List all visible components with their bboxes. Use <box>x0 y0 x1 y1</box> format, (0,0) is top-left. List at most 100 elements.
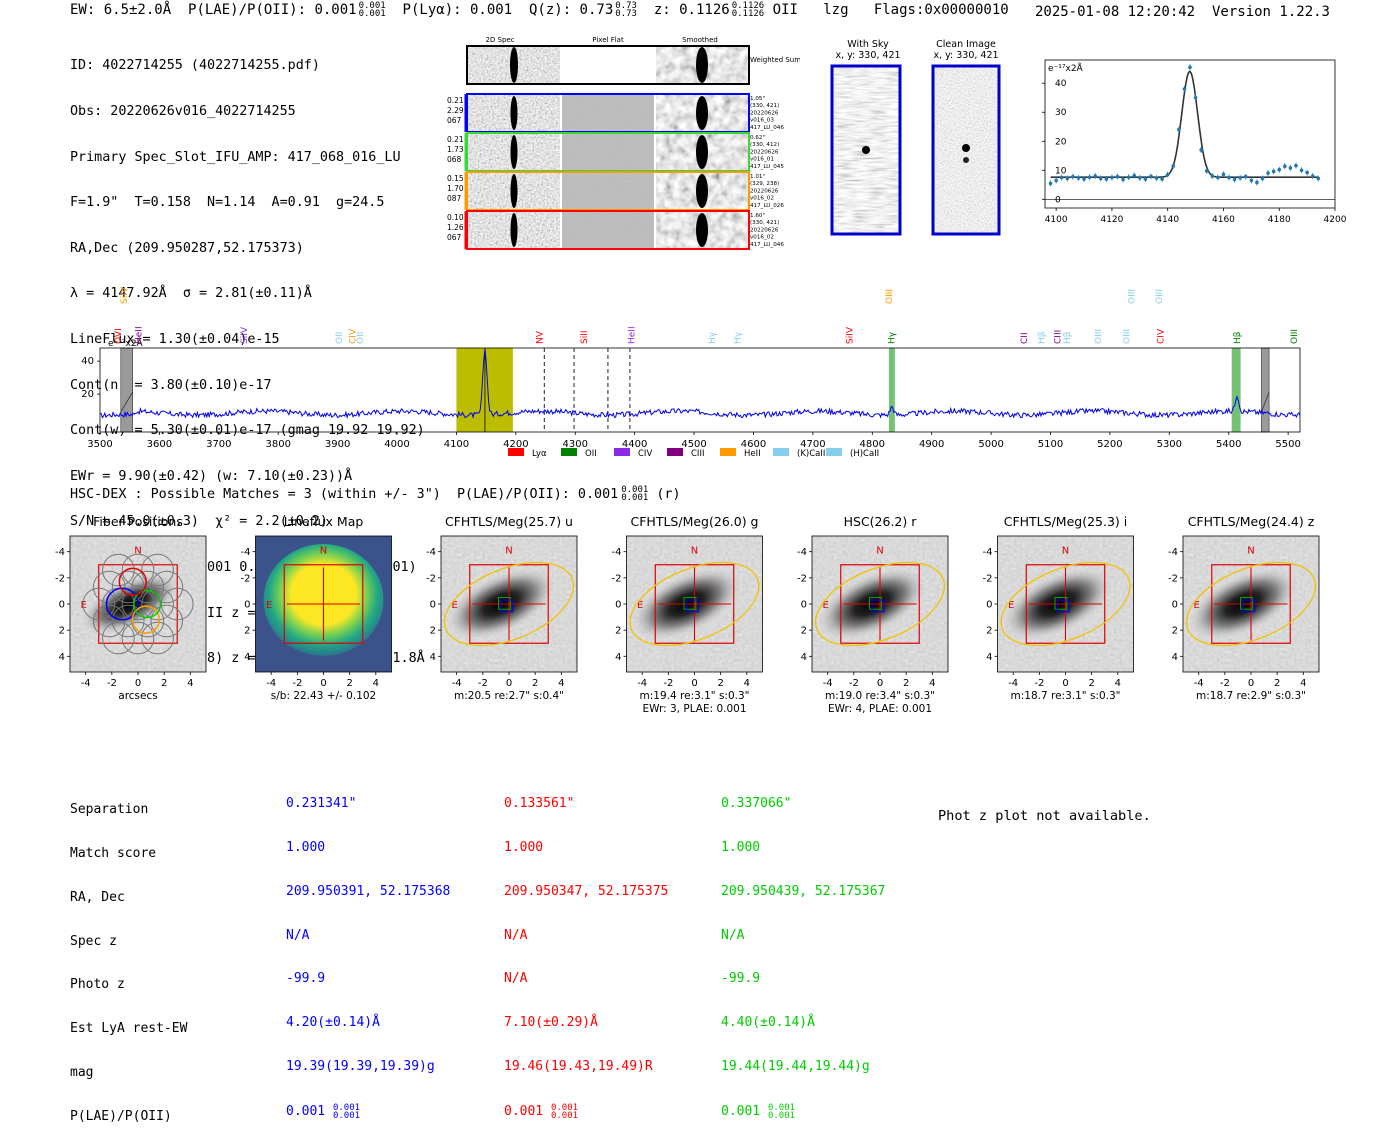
cutout-panel-title: CFHTLS/Meg(24.4) z <box>1188 514 1315 529</box>
full-spectrum-plot-area <box>99 347 1301 433</box>
spectral-line-label: SiIV <box>120 286 130 304</box>
cutout-row-meta: 417_LU_046 <box>750 125 784 131</box>
line-fit-point <box>1065 176 1070 181</box>
match-column-blue: 0.231341" 1.000 209.950391, 52.175368 N/… <box>286 768 450 1134</box>
fiber-circle <box>82 587 116 621</box>
cutout-row-stat: 0.21 <box>447 135 464 144</box>
line-fit-point <box>1266 171 1270 175</box>
info-line: Cont(n) = 3.80(±0.10)e-17 <box>70 377 272 393</box>
spectral-line-label: OII <box>356 332 366 344</box>
line-fit-point <box>1316 176 1321 181</box>
cutout-ytick-label: 0 <box>615 600 621 611</box>
spectrum-xtick-label: 5300 <box>1157 439 1182 450</box>
match-value: 7.10(±0.29)Å <box>504 1015 598 1031</box>
line-fit-point <box>1171 164 1176 168</box>
with-sky-coords: x, y: 330, 421 <box>835 50 900 61</box>
cutout-row-stat: 068 <box>447 155 462 164</box>
cutout-row-stat: 1.73 <box>447 145 464 154</box>
match-marker-blue <box>1057 599 1070 613</box>
spectrum-trace <box>99 348 1301 420</box>
spectral-line-label: HeII <box>135 326 145 344</box>
galaxy-ellipse <box>814 561 946 647</box>
line-fit-point <box>1243 174 1248 179</box>
fiber-circle <box>111 604 145 638</box>
east-label: E <box>81 600 87 611</box>
header-z-hi: 0.1126 <box>731 1 765 11</box>
legend-swatch <box>720 448 736 456</box>
match-value: 4.20(±0.14)Å <box>286 1015 380 1031</box>
cutout-caption: EWr: 3, PLAE: 0.001 <box>642 703 746 715</box>
cutout-row-stat: 067 <box>447 233 462 242</box>
cutout-ytick-label: -2 <box>797 573 807 584</box>
info-line: LineFlux = 1.30(±0.04)e-15 <box>70 331 280 347</box>
spectrum-ytick-label: 40 <box>81 356 94 367</box>
line-fit-point <box>1216 175 1220 180</box>
line-fit-point <box>1271 169 1276 174</box>
line-fit-point <box>1283 164 1287 169</box>
cutout-line-emission <box>510 47 518 83</box>
cutout-xtick-label: 2 <box>346 678 352 689</box>
clean-image-source <box>963 157 969 163</box>
match-marker-green <box>1054 596 1068 610</box>
north-label: N <box>876 546 883 557</box>
legend-swatch <box>614 448 630 456</box>
match-marker-green <box>869 596 882 610</box>
line-fit-point <box>1126 175 1131 180</box>
info-line: ID: 4022714255 (4022714255.pdf) <box>70 58 320 74</box>
cutout-col-label: Smoothed <box>682 36 718 44</box>
line-fit-point <box>1288 166 1293 170</box>
line-fit-point <box>1165 172 1170 177</box>
spectral-line-label: Hβ <box>1063 331 1073 344</box>
cutout-col-label: Pixel Flat <box>592 36 624 44</box>
line-fit-point <box>1255 180 1259 185</box>
line-fit-ylabel: e⁻¹⁷x2Å <box>1048 62 1084 74</box>
east-label: E <box>637 600 643 611</box>
cutout-xtick-label: 2 <box>161 678 167 689</box>
line-fit-xtick-label: 4120 <box>1100 215 1123 225</box>
spectrum-xtick-label: 3800 <box>265 439 290 450</box>
cutout-row-meta: (330, 421) <box>750 220 779 226</box>
match-label: mag <box>70 1064 94 1080</box>
north-label: N <box>505 546 512 557</box>
line-fit-ytick-label: 30 <box>1055 108 1067 118</box>
line-fit-point <box>1199 148 1203 152</box>
spectrum-xtick-label: 3500 <box>87 439 112 450</box>
match-label: Est LyA rest-EW <box>70 1021 188 1037</box>
cutout-xtick-label: 0 <box>877 678 883 689</box>
with-sky-frame <box>830 64 902 236</box>
spectral-line-label: NV <box>536 330 546 344</box>
cutout-xtick-label: -4 <box>81 678 91 689</box>
clean-image-source <box>962 144 970 152</box>
spectrum-xtick-label: 4200 <box>503 439 528 450</box>
cutout-ytick-label: -4 <box>612 547 622 558</box>
spectral-line-label: CII <box>1020 332 1030 344</box>
fiber-circle <box>160 587 194 621</box>
north-label: N <box>134 546 141 557</box>
spectral-line-label: Hγ <box>733 331 743 344</box>
cutout-xtick-label: -4 <box>1194 678 1204 689</box>
line-fit-point <box>1188 65 1192 70</box>
cutout-xtick-label: -2 <box>478 678 488 689</box>
line-fit-xtick-label: 4180 <box>1268 215 1291 225</box>
match-marker-green <box>1240 596 1253 610</box>
match-value: 1.000 <box>721 839 761 855</box>
east-label: E <box>1008 600 1014 611</box>
cutout-row-meta: (329, 238) <box>750 181 779 187</box>
line-fit-point <box>1204 169 1209 173</box>
match-column-red: 0.133561" 1.000 209.950347, 52.175375 N/… <box>504 768 668 1134</box>
spectral-line-label: SiII <box>580 330 590 344</box>
east-label: E <box>452 600 458 611</box>
header-ew: EW: 6.5±2.0Å <box>70 2 172 18</box>
match-plae-lo: 0.001 <box>332 1110 361 1121</box>
spectrum-masked-region <box>120 347 133 433</box>
line-fit-point <box>1143 177 1148 181</box>
cutout-ytick-label: 0 <box>430 600 436 611</box>
cutout-ytick-label: 0 <box>1172 600 1178 611</box>
match-plae-value: 0.001 <box>721 1103 761 1119</box>
north-label: N <box>1062 546 1069 557</box>
cutout-xtick-label: 0 <box>691 678 697 689</box>
match-plae: 0.001 0.001 0.001 <box>504 1103 668 1120</box>
match-table-labels: Separation Match score RA, Dec Spec z Ph… <box>70 774 187 1139</box>
cutout-ytick-label: 4 <box>615 652 621 663</box>
cutout-ytick-label: 2 <box>615 626 621 637</box>
